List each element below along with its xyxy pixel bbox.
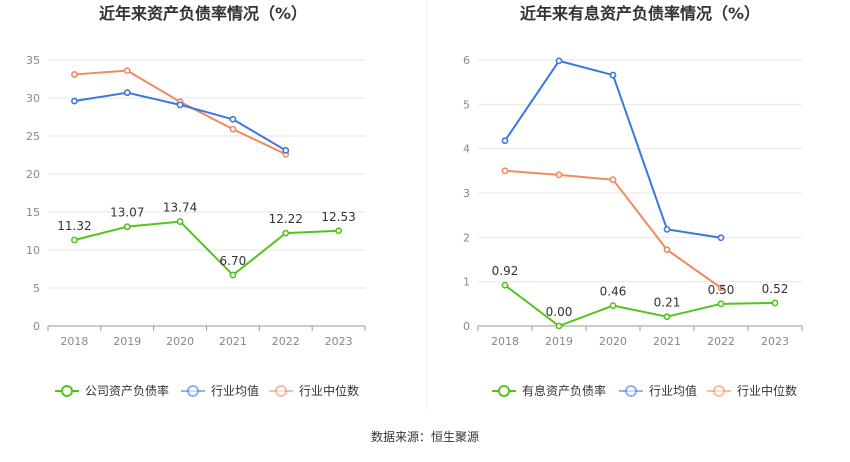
chart2-point-company	[501, 281, 509, 289]
legend-marker-industry_median	[713, 385, 725, 397]
chart1-data-label: 12.22	[269, 212, 303, 226]
chart1-ytick-label: 15	[26, 206, 40, 219]
chart1-point-company	[335, 227, 342, 235]
chart2-ytick-label: 1	[463, 276, 470, 289]
chart1-xtick-label: 2023	[325, 335, 353, 348]
legend-marker-industry_avg	[187, 385, 199, 397]
chart1-point-company	[229, 271, 237, 279]
chart1-data-label: 13.07	[110, 206, 144, 220]
chart2-title: 近年来有息资产负债率情况（%）	[520, 4, 760, 23]
chart2-ytick-label: 3	[463, 187, 470, 200]
chart1-point-industry_avg	[282, 147, 290, 154]
chart1-ytick-label: 5	[33, 282, 40, 295]
chart2-point-company	[717, 300, 725, 308]
chart1-ytick-label: 25	[26, 130, 40, 143]
chart2-series-line-industry_avg	[504, 59, 722, 239]
chart2-xtick-label: 2019	[545, 335, 573, 348]
chart1-data-label: 6.70	[220, 254, 247, 268]
chart2-ytick-label: 4	[463, 143, 470, 156]
legend-label-industry_median: 行业中位数	[299, 383, 359, 398]
chart1-point-industry_avg	[123, 89, 131, 97]
legend-label-company: 公司资产负债率	[85, 383, 169, 398]
legend-marker-industry_median	[275, 385, 287, 397]
chart2-xtick-label: 2018	[491, 335, 519, 348]
chart2-data-label: 0.21	[654, 296, 681, 310]
chart2-point-industry_median	[609, 176, 617, 184]
chart1-xtick-label: 2019	[113, 335, 141, 348]
chart2-point-industry_avg	[555, 57, 563, 65]
data-source-note: 数据来源：恒生聚源	[370, 430, 479, 444]
chart2-data-label: 0.92	[492, 264, 519, 278]
chart2-series-line-company	[504, 284, 776, 327]
chart1-point-company	[123, 223, 131, 231]
chart2-xtick-label: 2020	[599, 335, 627, 348]
chart2-data-label: 0.50	[708, 283, 735, 297]
chart2-point-company	[555, 322, 563, 330]
chart2-series-line-industry_median	[504, 169, 722, 289]
chart2-point-company	[771, 299, 779, 307]
chart1-data-label: 11.32	[57, 219, 91, 233]
chart2-point-industry_avg	[609, 71, 617, 79]
legend-label-industry_avg: 行业均值	[649, 383, 697, 398]
chart1-series-line-industry_median	[74, 69, 287, 156]
chart1-data-label: 13.74	[163, 201, 197, 215]
chart1-ytick-label: 30	[26, 92, 40, 105]
chart1-ytick-label: 20	[26, 168, 40, 181]
legend-marker-industry_avg	[625, 385, 637, 397]
chart1-point-industry_avg	[176, 101, 184, 109]
legend-label-industry_avg: 行业均值	[211, 383, 259, 398]
chart2-xtick-label: 2022	[707, 335, 735, 348]
chart1-ytick-label: 0	[33, 320, 40, 333]
chart1-xtick-label: 2021	[219, 335, 247, 348]
chart1-point-company	[71, 236, 78, 244]
chart2-point-company	[609, 302, 617, 310]
chart2-ytick-label: 6	[463, 54, 470, 67]
chart2-point-company	[663, 313, 671, 321]
chart1-title: 近年来资产负债率情况（%）	[99, 4, 307, 23]
chart1-ytick-label: 35	[26, 54, 40, 67]
chart1-xtick-label: 2020	[166, 335, 194, 348]
chart2-point-industry_median	[717, 284, 725, 292]
chart1-data-label: 12.53	[321, 210, 355, 224]
chart2-point-industry_median	[501, 167, 509, 175]
chart1-series-line-company	[74, 220, 339, 277]
chart1-xtick-label: 2022	[272, 335, 300, 348]
legend-label-industry_median: 行业中位数	[737, 383, 797, 398]
legend-label-company: 有息资产负债率	[522, 383, 606, 398]
chart2-data-label: 0.46	[600, 285, 627, 299]
chart1-xtick-label: 2018	[60, 335, 88, 348]
chart1-point-company	[282, 229, 290, 237]
chart2-point-industry_median	[555, 171, 563, 179]
chart2-ytick-label: 0	[463, 320, 470, 333]
chart1-point-industry_median	[229, 125, 237, 133]
legend-marker-company	[61, 385, 73, 397]
chart2-xtick-label: 2023	[761, 335, 789, 348]
chart2-ytick-label: 5	[463, 98, 470, 111]
chart1-ytick-label: 10	[26, 244, 40, 257]
chart1-point-industry_avg	[71, 97, 78, 105]
chart2-data-label: 0.00	[546, 305, 573, 319]
chart2-point-industry_avg	[663, 225, 671, 233]
legend-marker-company	[498, 385, 510, 397]
chart2-point-industry_avg	[501, 137, 509, 145]
chart1-point-company	[176, 218, 184, 225]
chart2-data-label: 0.52	[762, 282, 789, 296]
chart1-point-industry_median	[71, 71, 78, 78]
chart1-point-industry_avg	[229, 115, 237, 123]
chart1-point-industry_median	[123, 67, 131, 75]
chart2-ytick-label: 2	[463, 231, 470, 244]
chart2-point-industry_median	[663, 246, 671, 254]
chart2-point-industry_avg	[717, 234, 725, 242]
chart2-xtick-label: 2021	[653, 335, 681, 348]
